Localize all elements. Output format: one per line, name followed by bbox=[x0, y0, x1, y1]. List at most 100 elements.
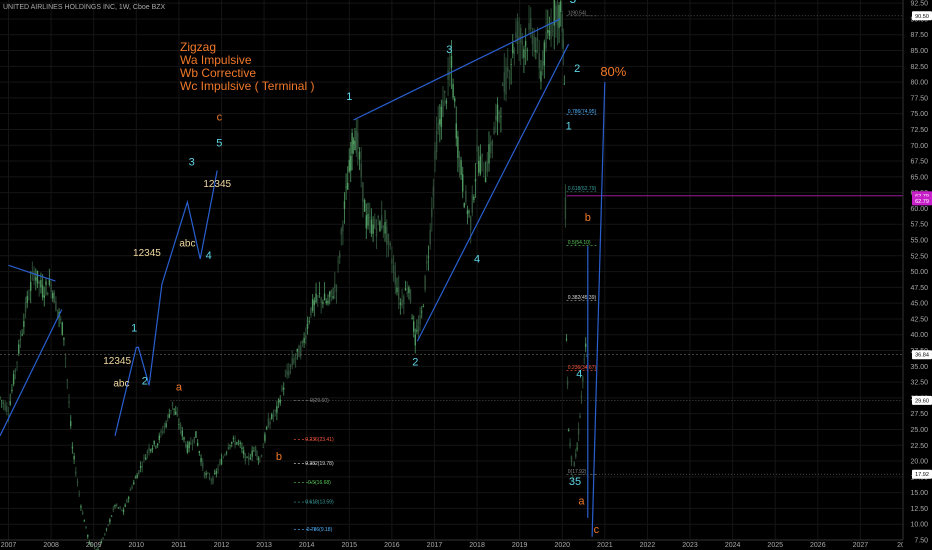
y-tick-label: 42.50 bbox=[910, 316, 928, 323]
candle-body bbox=[372, 224, 374, 234]
candle-body bbox=[167, 415, 169, 417]
candle-body bbox=[335, 285, 338, 293]
candle-body bbox=[528, 23, 530, 30]
x-tick-label: 2016 bbox=[384, 542, 400, 549]
fib-label: 0.236(23.41) bbox=[305, 437, 334, 443]
candle-body bbox=[93, 547, 96, 548]
candle-body bbox=[317, 295, 319, 297]
candle-body bbox=[461, 174, 464, 192]
candle-body bbox=[536, 38, 539, 41]
y-tick-label: 72.50 bbox=[910, 127, 928, 134]
candle-body bbox=[547, 29, 549, 33]
candle-body bbox=[416, 329, 418, 332]
candle-body bbox=[33, 270, 35, 281]
candle-body bbox=[227, 447, 230, 450]
candle-body bbox=[417, 326, 420, 333]
candle-body bbox=[305, 335, 307, 340]
candle-body bbox=[343, 201, 346, 209]
wave-label: c bbox=[594, 524, 600, 536]
candle-body bbox=[465, 190, 467, 202]
candle-body bbox=[334, 283, 336, 289]
candle-body bbox=[104, 533, 106, 535]
candle-body bbox=[375, 227, 378, 237]
y-tick-label: 55.00 bbox=[910, 238, 928, 245]
candle-body bbox=[188, 442, 190, 449]
candle-body bbox=[114, 504, 116, 507]
candle-body bbox=[83, 520, 86, 522]
candle-body bbox=[362, 182, 364, 202]
wave-label: a bbox=[176, 381, 183, 393]
candle-body bbox=[495, 115, 497, 120]
wave-label: 1 bbox=[131, 323, 137, 335]
candle-body bbox=[267, 418, 270, 428]
candle-body bbox=[484, 177, 487, 183]
candle-body bbox=[488, 144, 490, 164]
wave-line bbox=[353, 18, 561, 121]
wave-label: a bbox=[578, 496, 585, 508]
candle-body bbox=[88, 541, 91, 544]
candle-body bbox=[56, 309, 59, 311]
candle-body bbox=[2, 401, 5, 404]
candle-body bbox=[219, 462, 221, 464]
x-tick-label: 2017 bbox=[427, 542, 443, 549]
candle-body bbox=[570, 455, 573, 463]
candle-body bbox=[340, 228, 342, 235]
candle-body bbox=[9, 401, 11, 405]
wave-line bbox=[8, 264, 56, 282]
candle-body bbox=[357, 132, 359, 149]
price-tag bbox=[912, 350, 932, 360]
candle-body bbox=[136, 475, 138, 479]
candle-body bbox=[242, 450, 245, 455]
candle-body bbox=[16, 362, 18, 363]
candle-body bbox=[274, 409, 276, 412]
wave-label: 5 bbox=[570, 0, 577, 6]
x-axis[interactable]: 2007 2008 2009 2010 2011 2012 2013 2014 2015 2016… bbox=[0, 539, 932, 549]
candle-body bbox=[576, 447, 578, 449]
candle-body bbox=[131, 486, 133, 489]
candle-body bbox=[246, 457, 248, 459]
candle-body bbox=[126, 499, 128, 503]
candle-body bbox=[21, 333, 23, 336]
x-tick-label: 2022 bbox=[640, 542, 656, 549]
candle-body bbox=[239, 442, 241, 445]
candle-body bbox=[68, 401, 70, 403]
note-line: Wa Impulsive bbox=[180, 53, 252, 67]
candle-body bbox=[320, 297, 322, 303]
candle-body bbox=[559, 1, 562, 12]
y-tick-label: 57.50 bbox=[910, 222, 928, 229]
candle-body bbox=[29, 281, 32, 291]
candle-body bbox=[406, 292, 408, 294]
wave-label: 4 bbox=[474, 254, 480, 266]
y-axis[interactable]: 92.5090.0087.5085.0082.5080.0077.5075.00… bbox=[902, 0, 932, 550]
candle-body bbox=[518, 36, 520, 39]
fib-label: 0.382(19.78) bbox=[305, 461, 334, 467]
wave-label: 4 bbox=[576, 369, 582, 381]
candle-body bbox=[257, 458, 260, 460]
candle-body bbox=[11, 389, 13, 392]
candle-body bbox=[377, 216, 379, 219]
fibonacci-levels: 1(90.54) 0.786(74.95) 0.618(62.79) 0.5(54.1… bbox=[0, 10, 903, 533]
candle-body bbox=[562, 39, 565, 48]
y-tick-label: 85.00 bbox=[910, 48, 928, 55]
candle-body bbox=[241, 447, 243, 450]
candle-body bbox=[498, 112, 500, 115]
candle-body bbox=[523, 49, 525, 58]
candle-body bbox=[183, 437, 185, 440]
candle-body bbox=[351, 132, 353, 154]
candle-body bbox=[256, 451, 258, 457]
y-tick-label: 27.50 bbox=[910, 411, 928, 418]
candle-body bbox=[289, 364, 292, 368]
candle-body bbox=[457, 136, 459, 158]
fib-label: 0.5(16.68) bbox=[308, 480, 331, 486]
price-tag-label: 62.79 bbox=[915, 199, 929, 205]
candle-body bbox=[284, 375, 287, 377]
price-tag bbox=[912, 395, 932, 405]
candle-body bbox=[170, 410, 172, 412]
candle-body bbox=[422, 306, 425, 307]
y-tick-label: 47.50 bbox=[910, 285, 928, 292]
candle-body bbox=[553, 0, 555, 26]
candle-body bbox=[6, 406, 8, 412]
candle-body bbox=[338, 253, 341, 259]
candle-body bbox=[386, 226, 388, 245]
